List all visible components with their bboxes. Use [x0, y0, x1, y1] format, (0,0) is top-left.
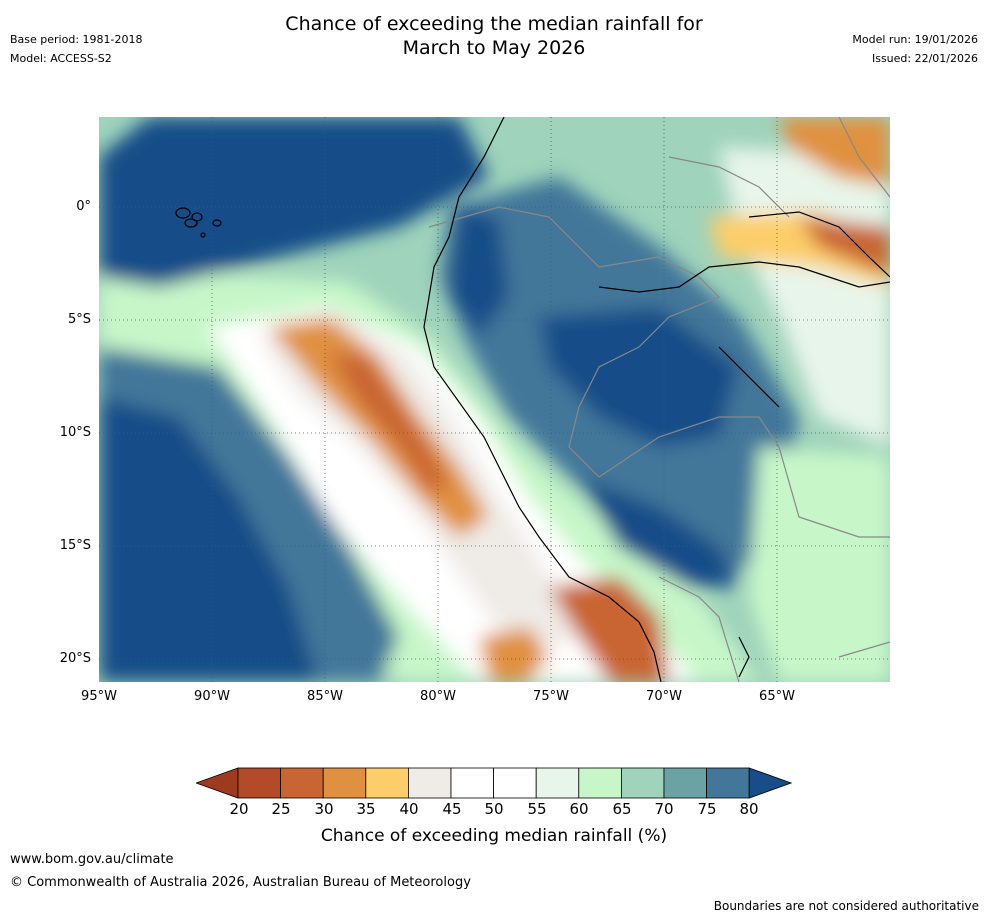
colorbar-tick-70: 70 [654, 800, 674, 818]
colorbar-tick-50: 50 [484, 800, 504, 818]
lat-label-15s: 15°S [59, 538, 91, 553]
footer-disclaimer: Boundaries are not considered authoritat… [713, 899, 979, 913]
title-line-1: Chance of exceeding the median rainfall … [285, 13, 703, 35]
colorbar-cell [535, 767, 580, 799]
colorbar-tick-55: 55 [527, 800, 547, 818]
model-label: Model: ACCESS-S2 [10, 52, 112, 65]
lat-label-20s: 20°S [59, 651, 91, 666]
country-boundaries [428, 117, 890, 682]
lon-label-70w: 70°W [646, 689, 682, 704]
field-east-green [749, 447, 890, 682]
colorbar-tick-65: 65 [612, 800, 632, 818]
rainfall-map [99, 117, 890, 682]
field-deep-blue-nw [99, 117, 489, 287]
coastline [423, 117, 890, 682]
footer-url[interactable]: www.bom.gov.au/climate [10, 852, 174, 867]
lon-label-75w: 75°W [533, 689, 569, 704]
model-run-label: Model run: 19/01/2026 [852, 33, 978, 46]
lat-label-10s: 10°S [59, 425, 91, 440]
field-dry-south-orange [479, 627, 549, 682]
colorbar-tick-80: 80 [739, 800, 759, 818]
colorbar-arrow-low [196, 767, 239, 799]
chart-title: Chance of exceeding the median rainfall … [0, 12, 988, 60]
field-deep-blue-sw [99, 397, 319, 682]
lon-label-65w: 65°W [759, 689, 795, 704]
lon-label-80w: 80°W [420, 689, 456, 704]
title-line-2: March to May 2026 [402, 37, 586, 59]
colorbar-cell [322, 767, 367, 799]
field-brown-coastal [329, 352, 449, 492]
colorbar-tick-35: 35 [356, 800, 376, 818]
lon-label-90w: 90°W [194, 689, 230, 704]
colorbar-tick-60: 60 [569, 800, 589, 818]
colorbar-cell [280, 767, 324, 799]
colorbar [196, 767, 792, 799]
colorbar-title: Chance of exceeding median rainfall (%) [320, 826, 668, 846]
colorbar-tick-45: 45 [442, 800, 462, 818]
colorbar-cell [493, 767, 537, 799]
colorbar-cell [663, 767, 707, 799]
colorbar-tick-25: 25 [271, 800, 291, 818]
lat-label-5s: 5°S [67, 312, 91, 327]
colorbar-cell [706, 767, 750, 799]
probability-field [99, 117, 890, 682]
colorbar-tick-75: 75 [697, 800, 717, 818]
colorbar-cell [450, 767, 494, 799]
lon-label-95w: 95°W [81, 689, 117, 704]
colorbar-tick-40: 40 [399, 800, 419, 818]
colorbar-cell [578, 767, 622, 799]
lat-label-0: 0° [76, 199, 91, 214]
footer-copyright: © Commonwealth of Australia 2026, Austra… [10, 875, 471, 890]
colorbar-tick-30: 30 [314, 800, 334, 818]
colorbar-cell [365, 767, 409, 799]
issued-label: Issued: 22/01/2026 [871, 52, 978, 65]
right-meta: Model run: 19/01/2026 Issued: 22/01/2026 [852, 30, 978, 68]
lon-label-85w: 85°W [307, 689, 343, 704]
field-deep-blue-south [579, 477, 739, 587]
galapagos-islands [175, 207, 222, 238]
field-dry-ne [779, 117, 890, 187]
base-period-label: Base period: 1981-2018 [10, 33, 143, 46]
field-deep-blue-interior [539, 307, 739, 447]
colorbar-cell [620, 767, 665, 799]
colorbar-cell [407, 767, 452, 799]
colorbar-cells [196, 767, 792, 799]
colorbar-cell [237, 767, 281, 799]
field-dry-south [549, 577, 669, 682]
colorbar-arrow-high [748, 767, 792, 799]
field-dry-east-band [799, 217, 890, 277]
left-meta: Base period: 1981-2018 Model: ACCESS-S2 [10, 30, 142, 68]
field-deep-blue-north [449, 207, 509, 337]
colorbar-tick-20: 20 [229, 800, 249, 818]
